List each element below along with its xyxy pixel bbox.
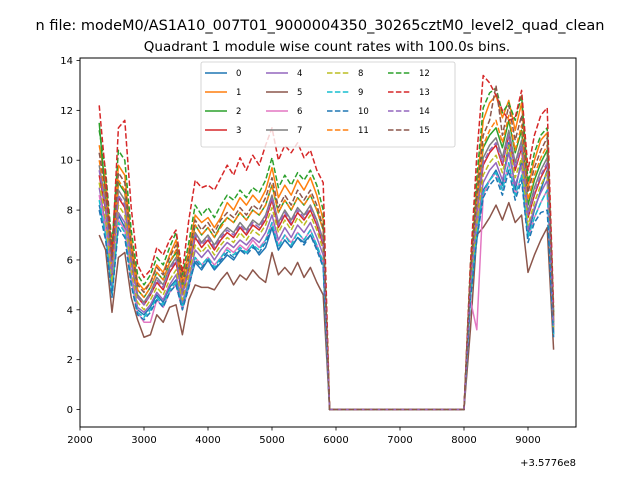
legend-box [200, 61, 456, 148]
series-line-0 [98, 142, 555, 411]
legend-label-12: 12 [419, 69, 430, 79]
y-tick-label: 12 [60, 106, 73, 117]
y-tick-label: 10 [60, 156, 73, 167]
legend-label-15: 15 [419, 126, 430, 136]
axes-frame [79, 57, 577, 428]
legend-label-4: 4 [297, 69, 302, 79]
series-line-8 [98, 144, 555, 411]
legend-label-8: 8 [358, 69, 363, 79]
legend-label-7: 7 [297, 126, 302, 136]
y-tick-label: 2 [67, 355, 73, 366]
x-tick-label: 8000 [451, 435, 476, 446]
y-tick-label: 0 [67, 405, 73, 416]
legend-label-2: 2 [236, 107, 241, 117]
legend-label-11: 11 [358, 126, 369, 136]
series-line-9 [98, 161, 555, 411]
series-line-11 [98, 114, 555, 411]
legend-label-13: 13 [419, 88, 430, 98]
y-tick-label: 8 [67, 206, 73, 217]
x-tick-label: 7000 [387, 435, 412, 446]
legend-label-9: 9 [358, 88, 363, 98]
x-tick-label: 5000 [259, 435, 284, 446]
x-tick-label: 3000 [131, 435, 156, 446]
legend-label-6: 6 [297, 107, 302, 117]
chart-title: Quadrant 1 module wise count rates with … [144, 39, 510, 55]
series-line-14 [98, 134, 555, 411]
series-line-10 [98, 169, 555, 411]
x-tick-label: 4000 [195, 435, 220, 446]
x-axis: 2000 3000 4000 5000 6000 7000 8000 9000 [67, 427, 541, 446]
series-line-5 [98, 201, 555, 411]
y-tick-label: 6 [67, 255, 73, 266]
x-tick-label: 6000 [323, 435, 348, 446]
legend-label-3: 3 [236, 126, 241, 136]
y-axis: 0 2 4 6 8 10 12 14 [60, 56, 80, 416]
series-layer [98, 74, 555, 411]
legend-label-5: 5 [297, 88, 302, 98]
x-tick-label: 2000 [67, 435, 92, 446]
legend-label-14: 14 [419, 107, 430, 117]
y-tick-label: 4 [67, 305, 73, 316]
series-line-7 [98, 129, 555, 411]
legend-label-10: 10 [358, 107, 369, 117]
figure-suptitle: n file: modeM0/AS1A10_007T01_9000004350_… [36, 18, 605, 34]
legend-label-1: 1 [236, 88, 241, 98]
series-line-4 [98, 151, 555, 411]
series-line-15 [98, 84, 555, 411]
legend-label-0: 0 [236, 69, 241, 79]
series-line-2 [98, 119, 555, 411]
x-offset-label: +3.5776e8 [520, 458, 576, 469]
y-tick-label: 14 [60, 56, 73, 67]
x-tick-label: 9000 [515, 435, 540, 446]
